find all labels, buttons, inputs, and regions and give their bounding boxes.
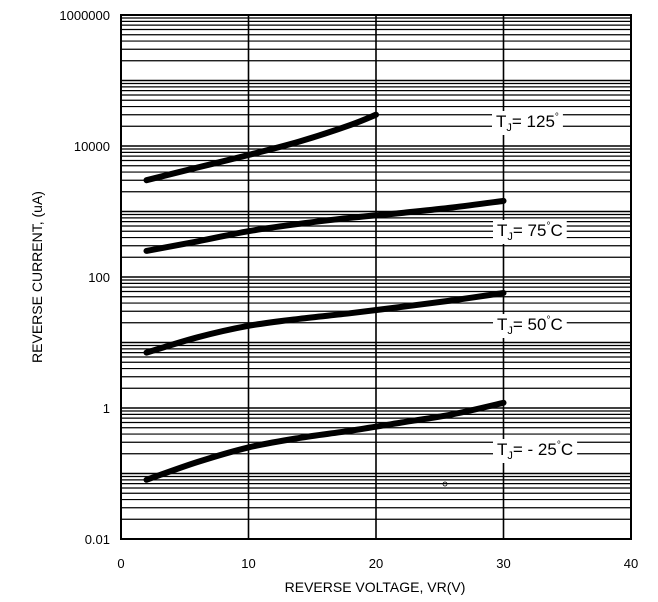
series-label-3: TJ= - 25°C [497,440,573,462]
y-tick-label: 10000 [74,139,110,154]
series-label-background [493,314,567,338]
y-tick-label: 1 [103,401,110,416]
series-lines [143,111,507,483]
series-labels: TJ= 125° TJ= 75°C TJ= 50°C TJ= - 25°C [492,111,578,463]
plot-frame [120,14,632,540]
stray-mark [442,481,448,487]
series-label-background [493,439,578,463]
x-axis-label: REVERSE VOLTAGE, VR(V) [285,579,466,595]
series-line-3 [143,399,507,483]
series-label-1: TJ= 75°C [497,221,563,243]
x-tick-label: 30 [496,556,510,571]
series-label-0: TJ= 125° [496,112,559,134]
x-tick-label: 10 [241,556,255,571]
series-label-background [493,220,567,244]
x-tick-label: 20 [369,556,383,571]
y-tick-label: 100 [88,270,110,285]
series-line-2 [143,290,507,356]
y-axis-label: REVERSE CURRENT, (uA) [29,191,45,363]
x-tick-label: 40 [624,556,638,571]
series-label-2: TJ= 50°C [497,315,563,337]
x-tick-labels: 0 10 20 30 40 [117,556,638,571]
y-tick-label: 0.01 [85,532,110,547]
x-tick-label: 0 [117,556,124,571]
y-tick-label: 1000000 [59,8,110,23]
series-line-0 [143,111,379,184]
series-line-1 [143,197,507,254]
y-tick-labels: 0.01 1 100 10000 1000000 [59,8,110,547]
series-label-background [492,111,563,135]
